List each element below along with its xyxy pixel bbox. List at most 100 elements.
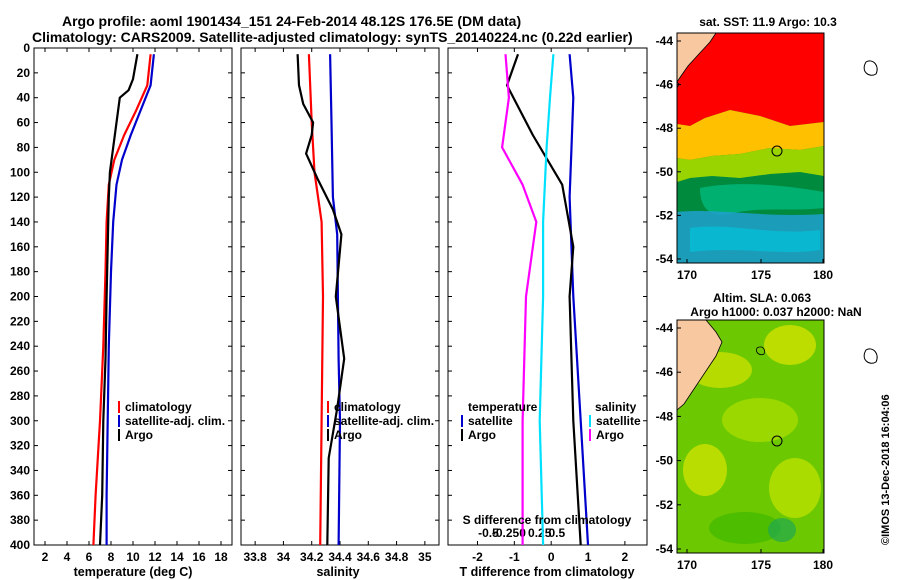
- sst-warm-region: [677, 33, 824, 126]
- difference-depth-ticks: [448, 47, 647, 546]
- sla-lat-ticks: -44 -46 -48 -50 -52 -54: [656, 321, 681, 556]
- series-t-argo: [505, 53, 582, 546]
- depth-tick-label: 160: [10, 240, 30, 254]
- s-tick-label: 0.5: [548, 526, 565, 540]
- sst-mid-region: [677, 110, 824, 160]
- x-tick-label: 2: [42, 550, 49, 564]
- x-tick-label: 14: [170, 550, 184, 564]
- depth-tick-label: 280: [10, 389, 30, 403]
- sla-blob: [768, 518, 796, 542]
- lat-tick-label: -46: [656, 365, 674, 379]
- depth-tick-label: 0: [23, 41, 30, 55]
- depth-tick-label: 320: [10, 439, 30, 453]
- lat-tick-label: -54: [656, 542, 674, 556]
- lat-tick-label: -50: [656, 165, 674, 179]
- salinity-legend: climatology satellite-adj. clim. Argo: [327, 400, 434, 442]
- difference-x-ticks: -2 -1 0 1 2-0.5-0.25 0 0.250.5: [472, 48, 629, 564]
- depth-tick-label: 200: [10, 290, 30, 304]
- s-tick-label: -0.5: [478, 526, 499, 540]
- coastline: [676, 81, 680, 89]
- legend-t-argo: Argo: [468, 428, 496, 442]
- sst-map-title: sat. SST: 11.9 Argo: 10.3: [699, 15, 837, 29]
- depth-tick-label: 100: [10, 165, 30, 179]
- sla-blob: [769, 458, 821, 518]
- s-difference-label: S difference from climatology: [463, 513, 632, 527]
- sla-blob: [709, 512, 781, 544]
- sla-blob: [722, 398, 798, 442]
- x-tick-label: 8: [108, 550, 115, 564]
- x-tick-label: 34: [277, 550, 291, 564]
- argo-location-marker: [771, 145, 783, 157]
- lat-tick-label: -50: [656, 454, 674, 468]
- legend-climatology: climatology: [125, 400, 192, 414]
- sst-map: sat. SST: 11.9 Argo: 10.3 -44 -46 -48 -50 -5…: [656, 15, 878, 282]
- series-s-satellite: [538, 54, 555, 546]
- series-satellite-adj-clim-: [329, 54, 342, 546]
- depth-tick-label: 180: [10, 265, 30, 279]
- depth-tick-label: 360: [10, 488, 30, 502]
- legend-temperature-title: temperature: [468, 400, 538, 414]
- temperature-legend: climatology satellite-adj. clim. Argo: [118, 400, 225, 442]
- chatham-islands: [863, 60, 878, 76]
- depth-tick-label: 340: [10, 463, 30, 477]
- land-new-zealand: [676, 32, 717, 84]
- series-climatology: [307, 54, 325, 546]
- sst-cold-patch: [690, 226, 820, 252]
- lon-tick-label: 170: [677, 268, 697, 282]
- sla-map: Altim. SLA: 0.063 Argo h1000: 0.037 h200…: [656, 291, 878, 572]
- x-tick-label: 34.6: [357, 550, 381, 564]
- s-tick-label: -0.25: [492, 526, 520, 540]
- sst-lat-ticks: -44 -46 -48 -50 -52 -54: [656, 34, 681, 266]
- x-tick-label: 34.4: [328, 550, 352, 564]
- x-tick-label: 34.2: [300, 550, 324, 564]
- lat-tick-label: -44: [656, 34, 674, 48]
- depth-tick-label: 120: [10, 190, 30, 204]
- x-tick-label: 1: [585, 550, 592, 564]
- x-tick-label: 35: [418, 550, 432, 564]
- temperature-x-ticks: 2 4 6 8 10 12 14 16 18: [42, 48, 228, 564]
- x-tick-label: 0: [548, 550, 555, 564]
- lat-tick-label: -54: [656, 252, 674, 266]
- depth-tick-label: 60: [17, 116, 31, 130]
- series-satellite-adj-clim-: [105, 54, 155, 545]
- sst-band: [700, 184, 824, 215]
- t-difference-xlabel: T difference from climatology: [459, 565, 634, 579]
- legend-argo: Argo: [125, 428, 153, 442]
- depth-tick-label: 260: [10, 364, 30, 378]
- salinity-depth-ticks: [241, 47, 439, 546]
- sst-lon-ticks: 170 175 180: [677, 259, 833, 282]
- legend-satellite: satellite-adj. clim.: [334, 414, 434, 428]
- depth-tick-label: 140: [10, 215, 30, 229]
- difference-series: [501, 53, 590, 546]
- sla-lon-ticks: 170 175 180: [677, 549, 833, 572]
- lat-tick-label: -44: [656, 321, 674, 335]
- series-s-argo: [501, 54, 538, 545]
- sla-map-title: Altim. SLA: 0.063: [713, 291, 811, 305]
- depth-tick-label: 20: [17, 66, 31, 80]
- legend-s-satellite: satellite: [596, 414, 641, 428]
- lat-tick-label: -48: [656, 121, 674, 135]
- depth-tick-label: 380: [10, 513, 30, 527]
- salinity-series: [296, 54, 346, 546]
- bathymetry-contour: [756, 346, 765, 356]
- imos-credit: ©IMOS 13-Dec-2018 16:04:06: [880, 394, 892, 545]
- series-t-satellite: [568, 54, 590, 546]
- x-tick-label: 6: [86, 550, 93, 564]
- x-tick-label: -2: [472, 550, 483, 564]
- lat-tick-label: -48: [656, 409, 674, 423]
- depth-tick-label: 220: [10, 314, 30, 328]
- salinity-xlabel: salinity: [316, 565, 359, 579]
- figure-title-line2: Climatology: CARS2009. Satellite-adjuste…: [32, 29, 633, 45]
- depth-tick-label: 300: [10, 414, 30, 428]
- sla-blob: [683, 444, 727, 496]
- legend-s-argo: Argo: [596, 428, 624, 442]
- legend-satellite: satellite-adj. clim.: [125, 414, 225, 428]
- series-argo: [296, 54, 346, 546]
- difference-panel: -2 -1 0 1 2-0.5-0.25 0 0.250.5 temperature sat…: [447, 47, 648, 579]
- depth-tick-label: 80: [17, 140, 31, 154]
- sst-cool-region: [677, 146, 824, 182]
- sst-map-frame: [676, 32, 825, 264]
- salinity-panel: 33.8 34 34.2 34.4 34.6 34.8 35 climatology sat…: [240, 47, 440, 579]
- difference-legend-temperature: temperature satellite Argo: [461, 400, 538, 442]
